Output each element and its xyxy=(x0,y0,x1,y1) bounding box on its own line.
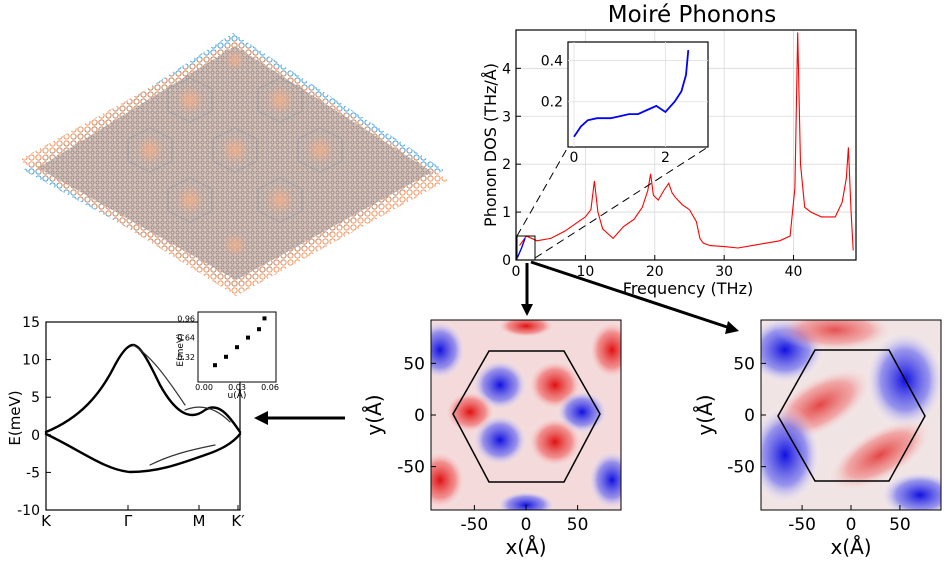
bands-inset-x-label: u(Å) xyxy=(228,389,247,401)
bands-inset-point-3 xyxy=(246,335,250,340)
mode-a-y-tick-label-2: -50 xyxy=(397,458,425,478)
bands-y-tick-label-4: -5 xyxy=(26,465,40,481)
bands-inset-point-0 xyxy=(213,363,217,368)
dos-x-tick-label-3: 30 xyxy=(715,264,733,280)
bands-inset-point-5 xyxy=(262,316,267,321)
mode-a-x-tick-label-0: -50 xyxy=(460,515,488,535)
dos-y-label: Phonon DOS (THz/Å) xyxy=(481,63,500,227)
annotation-arrows xyxy=(254,260,739,425)
bands-y-tick-label-5: -10 xyxy=(17,503,40,519)
mode-a-heatmap: -50 0 50 50 0 -50 x(Å) y(Å) xyxy=(362,319,622,559)
bands-x-tick-label-1: Γ xyxy=(124,512,133,530)
inset-x-tick-label-1: 2 xyxy=(661,150,670,166)
moire-lattice-image xyxy=(19,33,448,296)
dos-y-tick-label-4: 4 xyxy=(502,61,511,77)
dos-y-ticks: 0 1 2 3 4 xyxy=(502,61,521,269)
bands-ticks: 15 10 5 0 -5 -10K Γ M K′ xyxy=(17,315,245,530)
mode-a-y-label: y(Å) xyxy=(362,394,386,435)
bands-inset-point-2 xyxy=(235,345,239,350)
bands-inset-y-label: E(meV) xyxy=(176,333,186,366)
zoom-connector-right xyxy=(534,146,709,259)
band-structure-chart: 15 10 5 0 -5 -10K Γ M K′ E(meV) 0.00 0.03 0.06 0.96… xyxy=(6,311,279,530)
dos-y-tick-label-2: 2 xyxy=(502,157,511,173)
inset-series-line xyxy=(573,50,690,138)
dos-inset-series xyxy=(573,50,690,138)
inset-x-tick-label-0: 0 xyxy=(570,150,579,166)
inset-y-tick-label-1: 0.4 xyxy=(541,53,563,69)
dos-x-tick-label-4: 40 xyxy=(785,264,803,280)
arrow-head-a xyxy=(521,304,533,316)
dos-y-tick-label-1: 1 xyxy=(502,205,511,221)
bands-inset-x-tick-2: 0.06 xyxy=(261,383,279,392)
dos-lowfreq-segment xyxy=(516,238,526,258)
bands-x-tick-label-2: M xyxy=(193,512,206,530)
bands-inset-point-1 xyxy=(224,354,228,359)
mode-b-y-label: y(Å) xyxy=(693,394,717,435)
mode-b-x-label: x(Å) xyxy=(830,535,871,559)
mode-b-x-tick-label-0: -50 xyxy=(788,515,816,535)
mode-a-y-tick-label-1: 0 xyxy=(414,406,425,426)
bands-inset-y-tick-1: 0.64 xyxy=(177,334,195,343)
bands-y-tick-label-1: 10 xyxy=(22,353,40,369)
mode-a-x-tick-label-2: 50 xyxy=(567,515,589,535)
band-lower xyxy=(44,432,242,474)
bands-y-tick-label-2: 5 xyxy=(31,390,40,406)
bands-inset-y-tick-0: 0.96 xyxy=(177,314,195,323)
mode-b-y-tick-label-0: 50 xyxy=(733,354,755,374)
bands-y-tick-label-3: 0 xyxy=(31,428,40,444)
mode-b-heatmap: -50 0 50 50 0 -50 x(Å) y(Å) xyxy=(693,319,942,559)
dos-plot-frame xyxy=(515,29,857,261)
bands-x-tick-label-0: K xyxy=(41,512,52,530)
bands-y-tick-label-0: 15 xyxy=(22,315,40,331)
bands-inset-y-tick-2: 0.32 xyxy=(177,353,195,362)
dos-x-tick-label-2: 20 xyxy=(646,264,664,280)
dos-x-tick-label-0: 0 xyxy=(512,264,521,280)
mode-a-moire-cell xyxy=(452,350,601,483)
band-branch-1 xyxy=(132,344,186,406)
mode-b-y-tick-label-2: -50 xyxy=(727,458,755,478)
mode-a-ticks: -50 0 50 50 0 -50 xyxy=(397,354,588,535)
mode-b-ticks: -50 0 50 50 0 -50 xyxy=(727,354,911,535)
dos-inset-frame xyxy=(567,41,709,148)
dos-series-line xyxy=(519,32,854,251)
arrow-head-b xyxy=(725,321,739,334)
mode-a-y-tick-label-0: 50 xyxy=(403,354,425,374)
bands-y-label: E(meV) xyxy=(6,390,24,445)
dos-inset-ticks: 0 2 0.2 0.4 xyxy=(541,53,670,166)
bands-inset-points: 0.00 0.03 0.06 0.96 0.64 0.32 xyxy=(177,314,279,392)
mode-a-x-tick-label-1: 0 xyxy=(521,515,532,535)
zoom-connector-left xyxy=(516,146,569,237)
dos-x-ticks: 0 10 20 30 40 xyxy=(512,255,803,280)
mode-b-field xyxy=(761,320,941,510)
bands-x-tick-label-3: K′ xyxy=(231,512,245,530)
mode-b-moire-cell xyxy=(777,349,926,482)
dos-series xyxy=(516,32,854,258)
mode-a-field xyxy=(431,320,621,510)
bands-inset-x-tick-1: 0.03 xyxy=(228,383,246,392)
mode-b-y-tick-label-1: 0 xyxy=(744,406,755,426)
dos-zoom-box xyxy=(516,235,536,261)
arrow-head-bands xyxy=(254,411,268,425)
inset-y-tick-label-0: 0.2 xyxy=(541,95,563,111)
dos-y-tick-label-0: 0 xyxy=(502,253,511,269)
dos-x-label: Frequency (THz) xyxy=(623,279,753,298)
dos-x-tick-label-1: 10 xyxy=(576,264,594,280)
bands-plot-frame xyxy=(45,321,241,511)
bands-inset-x-tick-0: 0.00 xyxy=(195,383,213,392)
mode-b-x-tick-label-1: 0 xyxy=(846,515,857,535)
dos-y-tick-label-3: 3 xyxy=(502,109,511,125)
bands-inset-point-4 xyxy=(257,327,261,332)
dos-title: Moiré Phonons xyxy=(608,2,776,28)
bands-curves xyxy=(44,343,242,474)
band-branch-3 xyxy=(184,406,231,423)
band-branch-2 xyxy=(149,444,216,466)
mode-a-x-label: x(Å) xyxy=(505,535,546,559)
mode-b-x-tick-label-2: 50 xyxy=(889,515,911,535)
dos-inset-grid xyxy=(568,42,708,147)
arrow-to-mode-b xyxy=(530,260,728,329)
